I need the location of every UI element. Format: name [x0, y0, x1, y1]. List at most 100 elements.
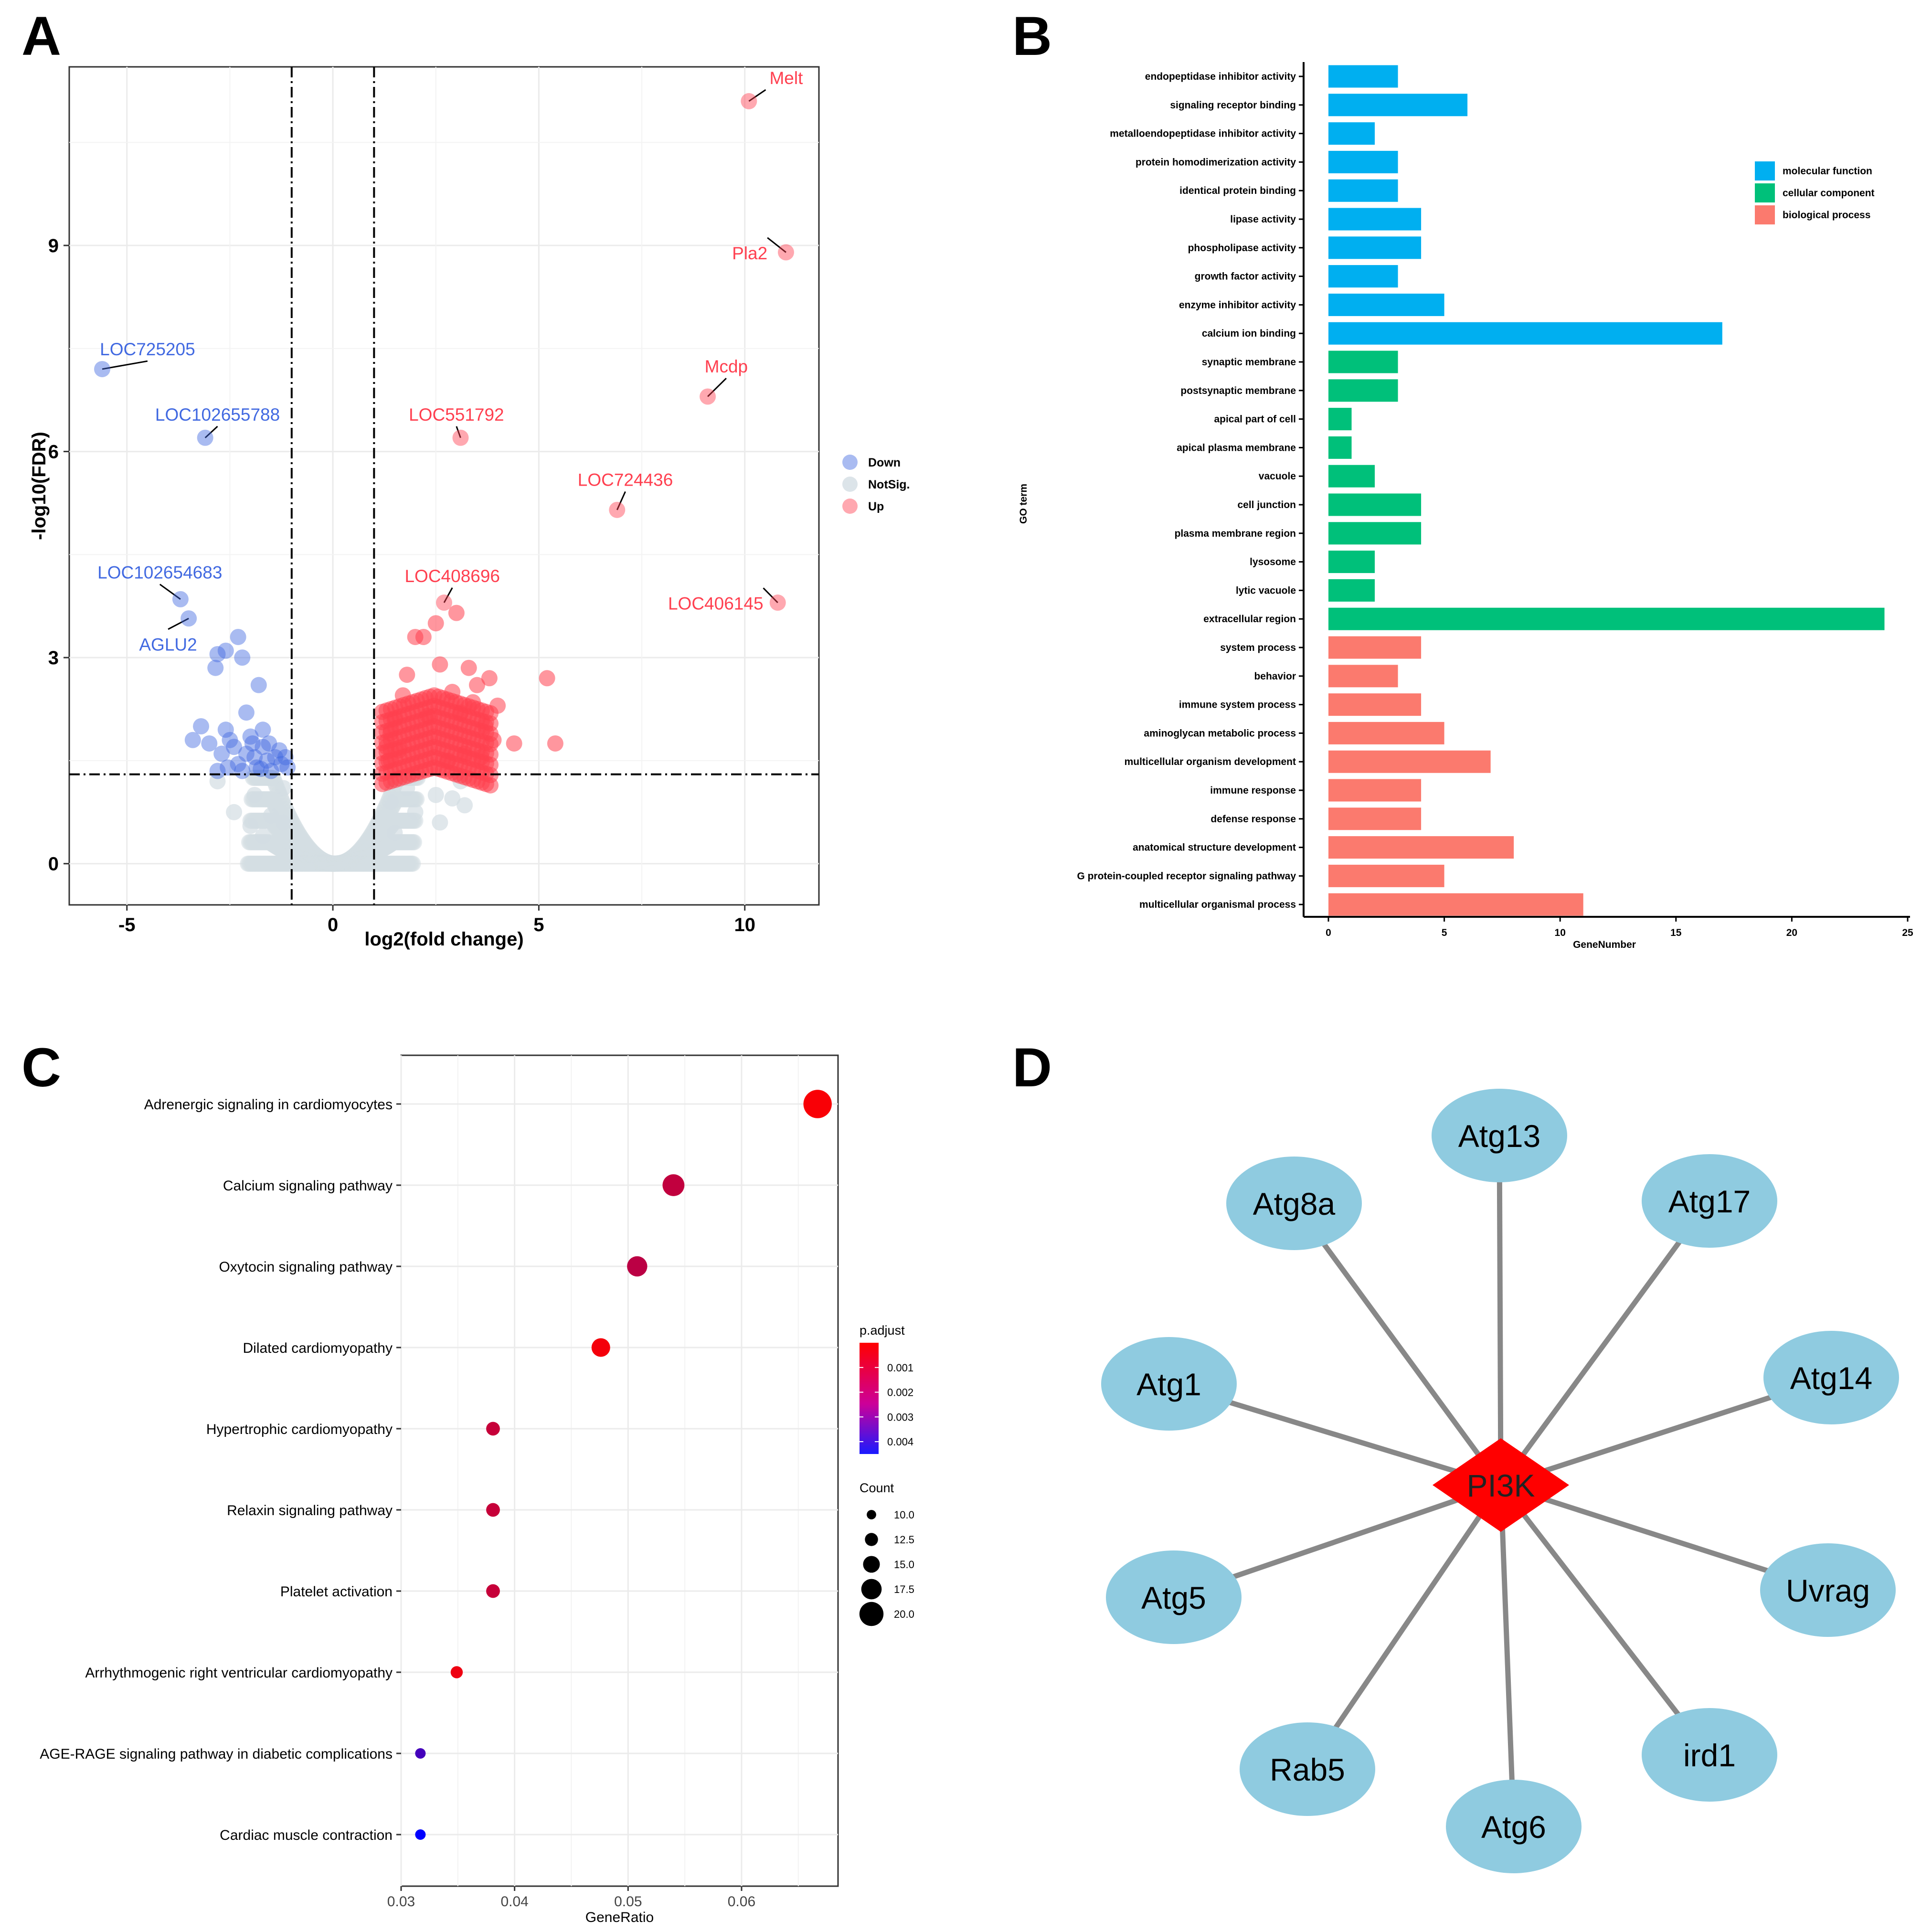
- go-bar: [1328, 208, 1422, 231]
- go-bar: [1328, 836, 1514, 859]
- down-point: [230, 756, 246, 773]
- gene-label: LOC725205: [100, 340, 195, 359]
- up-point: [427, 615, 444, 632]
- go-bar: [1328, 522, 1422, 545]
- node-atg13: [1432, 1089, 1567, 1182]
- notsig-point: [406, 834, 423, 850]
- go-bar: [1328, 551, 1375, 573]
- label-leader: [102, 360, 148, 370]
- legend-label-up: Up: [868, 500, 884, 513]
- pathway-dot: [415, 1829, 426, 1840]
- pathway-label: AGE-RAGE signaling pathway in diabetic c…: [40, 1746, 393, 1762]
- up-point: [399, 667, 415, 683]
- down-point: [246, 749, 263, 765]
- up-point: [469, 677, 486, 693]
- notsig-point: [242, 817, 259, 834]
- labeled-point: [94, 361, 111, 377]
- notsig-point: [404, 855, 421, 872]
- notsig-point: [444, 790, 461, 807]
- up-point: [460, 659, 477, 676]
- legend-label-mf: molecular function: [1783, 166, 1872, 177]
- node-label: ird1: [1683, 1738, 1736, 1773]
- go-bar: [1328, 65, 1398, 88]
- go-term-label: cell junction: [1237, 499, 1296, 510]
- edge-atg6: [1498, 1485, 1517, 1827]
- go-bar: [1328, 779, 1422, 802]
- down-point: [242, 728, 259, 745]
- go-term-label: apical plasma membrane: [1177, 442, 1296, 453]
- node-atg1: [1101, 1337, 1237, 1431]
- gene-label: LOC408696: [404, 566, 500, 586]
- down-point: [193, 718, 210, 734]
- node-label: Atg13: [1458, 1118, 1540, 1154]
- label-leader: [204, 425, 218, 438]
- up-point: [473, 749, 489, 765]
- go-term-label: G protein-coupled receptor signaling pat…: [1077, 870, 1296, 881]
- go-bar: [1328, 750, 1491, 773]
- up-point: [386, 711, 403, 728]
- go-bar: [1328, 636, 1422, 659]
- notsig-point: [209, 773, 226, 790]
- down-point: [209, 646, 226, 662]
- legend-swatch-bp: [1755, 205, 1775, 224]
- edge-rab5: [1305, 1483, 1503, 1771]
- down-point: [222, 732, 238, 748]
- down-point: [248, 759, 265, 776]
- go-bar: [1328, 350, 1398, 373]
- node-atg8a: [1226, 1157, 1362, 1250]
- gene-label: Mcdp: [705, 357, 748, 376]
- go-bar: [1328, 465, 1375, 488]
- x-tick-label: 10: [734, 914, 755, 935]
- edge-atg8a: [1292, 1201, 1503, 1487]
- down-point: [184, 732, 201, 748]
- up-point: [391, 742, 407, 759]
- x-tick-label: 0: [1326, 927, 1331, 938]
- pathway-label: Calcium signaling pathway: [223, 1178, 393, 1194]
- up-point: [506, 735, 522, 752]
- legend-marker-up: [842, 499, 858, 514]
- edge-atg17: [1498, 1199, 1712, 1487]
- pathway-dot: [415, 1748, 426, 1759]
- go-term-label: lysosome: [1250, 557, 1296, 568]
- pathway-label: Cardiac muscle contraction: [220, 1827, 393, 1843]
- notsig-point: [226, 804, 243, 820]
- hub-node-pi3k: [1433, 1438, 1569, 1532]
- go-bar: [1328, 493, 1422, 516]
- node-atg17: [1642, 1154, 1777, 1248]
- pathway-dot: [486, 1503, 500, 1517]
- legend-swatch-cc: [1755, 183, 1775, 202]
- up-point: [452, 704, 469, 721]
- go-term-label: defense response: [1210, 814, 1296, 825]
- pathway-label: Platelet activation: [280, 1584, 393, 1600]
- y-tick-label: 9: [48, 235, 59, 256]
- x-axis-title: GeneRatio: [585, 1910, 654, 1925]
- gene-label: LOC724436: [578, 470, 673, 490]
- notsig-point: [456, 797, 473, 814]
- node-atg14: [1763, 1331, 1899, 1424]
- labeled-point: [436, 594, 452, 611]
- go-bar: [1328, 94, 1468, 117]
- pathway-dot: [450, 1666, 463, 1678]
- up-point: [539, 670, 555, 687]
- down-point: [244, 735, 261, 752]
- labeled-point: [180, 610, 197, 627]
- notsig-point: [427, 786, 444, 803]
- go-term-label: growth factor activity: [1195, 271, 1296, 282]
- x-axis-title: GeneNumber: [1573, 939, 1636, 950]
- node-uvrag: [1760, 1543, 1896, 1637]
- down-point: [273, 756, 290, 773]
- down-point: [234, 763, 251, 779]
- label-leader: [443, 587, 453, 603]
- node-label: Atg14: [1790, 1360, 1872, 1396]
- panel-label-d: D: [1012, 1037, 1052, 1098]
- x-tick-label: 10: [1555, 927, 1566, 938]
- go-term-label: immune system process: [1179, 700, 1296, 711]
- down-point: [238, 745, 255, 762]
- gene-label: LOC102655788: [155, 405, 280, 425]
- down-point: [255, 739, 271, 755]
- down-point: [209, 763, 226, 779]
- node-label: Atg8a: [1253, 1186, 1336, 1221]
- go-term-label: postsynaptic membrane: [1180, 385, 1296, 396]
- go-term-label: immune response: [1210, 785, 1296, 796]
- down-point: [230, 628, 246, 645]
